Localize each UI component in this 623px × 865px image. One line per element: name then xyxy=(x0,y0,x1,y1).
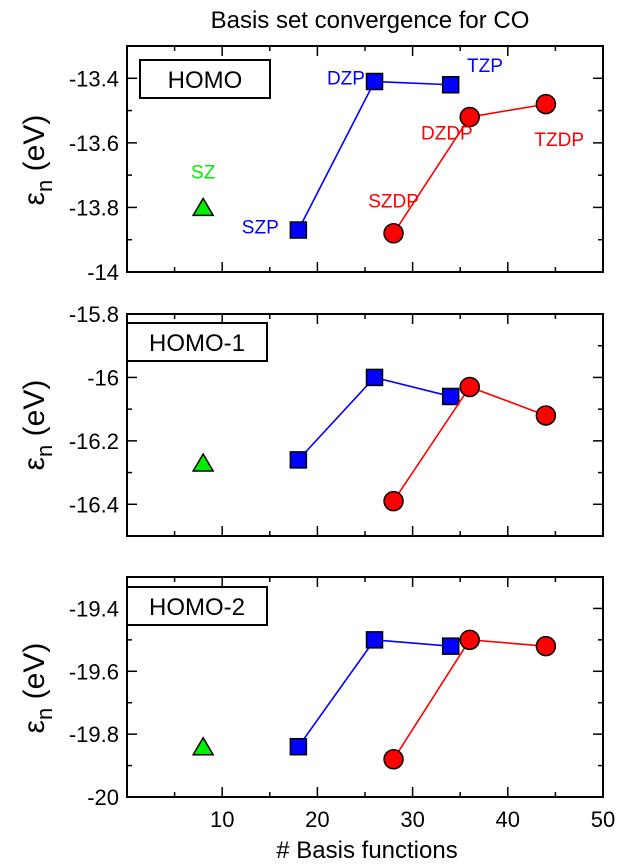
series-sz xyxy=(191,452,215,472)
y-axis-label: εn (eV) xyxy=(18,380,57,471)
x-tick-label: 30 xyxy=(400,807,424,832)
data-point-circle xyxy=(383,749,404,770)
data-point-square xyxy=(441,637,460,655)
data-point-square xyxy=(289,221,308,239)
data-point-square xyxy=(365,72,384,91)
data-point-square xyxy=(441,75,460,94)
y-tick-label: -16.4 xyxy=(69,492,119,517)
y-tick-label: -14 xyxy=(87,260,119,285)
annotation-szdp: SZDP xyxy=(368,191,419,212)
series-line xyxy=(297,639,451,748)
data-point-square xyxy=(289,451,308,469)
series-sz xyxy=(191,196,215,217)
panel-label-box xyxy=(139,59,271,99)
y-tick-label: -19.6 xyxy=(69,659,119,684)
data-point-triangle xyxy=(191,452,215,472)
data-point-circle xyxy=(535,405,557,426)
y-tick-label: -19.4 xyxy=(69,596,119,621)
panels-layer: -13.4 -13.6 -13.8 -14 εn (eV) HOMO SZ SZP DZP TZP… xyxy=(18,45,615,832)
y-axis-label: εn (eV) xyxy=(18,115,57,206)
annotation-szp: SZP xyxy=(242,217,279,238)
y-tick-label: -15.8 xyxy=(69,302,119,327)
panel-label-box xyxy=(126,586,268,626)
annotation-dzp: DZP xyxy=(327,69,365,90)
data-point-circle xyxy=(459,106,480,128)
x-tick-label: 10 xyxy=(210,807,234,832)
series-szp-dzp-tzp xyxy=(289,631,460,756)
series-szdp-dzdp-tzdp xyxy=(383,629,557,770)
data-point-square xyxy=(365,631,384,649)
x-tick-label: 40 xyxy=(496,807,520,832)
series-szdp-dzdp-tzdp xyxy=(383,376,557,512)
x-axis-label: # Basis functions xyxy=(276,837,457,864)
data-point-triangle xyxy=(191,196,215,217)
y-tick-label: -16.2 xyxy=(69,429,119,454)
panel-label: HOMO-2 xyxy=(149,594,245,621)
y-tick-label: -16 xyxy=(87,365,119,390)
x-tick-label: 20 xyxy=(305,807,329,832)
data-point-square xyxy=(289,737,308,756)
y-tick-label: -13.4 xyxy=(69,66,119,91)
y-tick-label: -20 xyxy=(87,785,119,810)
data-point-square xyxy=(365,368,384,387)
series-szdp-dzdp-tzdp xyxy=(383,93,557,244)
data-point-circle xyxy=(535,93,557,115)
series-szp-dzp-tzp xyxy=(289,72,460,239)
data-point-circle xyxy=(459,629,480,651)
x-tick-label: 50 xyxy=(591,807,615,832)
y-axis-label: εn (eV) xyxy=(18,643,57,734)
data-point-square xyxy=(441,387,460,406)
panel-homo-2: -19.4 -19.6 -19.8 -20 εn (eV) HOMO-2 10 20 30 40 5… xyxy=(18,576,615,832)
y-tick-label: -13.6 xyxy=(69,131,119,156)
panel-label: HOMO xyxy=(168,67,243,94)
data-point-circle xyxy=(459,376,480,398)
annotation-dzdp: DZDP xyxy=(421,124,473,145)
annotation-sz: SZ xyxy=(191,162,216,183)
data-point-circle xyxy=(383,490,404,512)
data-point-triangle xyxy=(191,736,215,756)
panel-label: HOMO-1 xyxy=(149,330,245,357)
data-point-circle xyxy=(383,223,404,244)
panel-homo: -13.4 -13.6 -13.8 -14 εn (eV) HOMO SZ SZP DZP TZP… xyxy=(18,45,604,285)
data-point-circle xyxy=(535,635,557,657)
series-sz xyxy=(191,736,215,756)
series-szp-dzp-tzp xyxy=(289,368,460,469)
series-line xyxy=(297,376,451,461)
annotation-tzp: TZP xyxy=(467,56,503,77)
annotation-tzdp: TZDP xyxy=(534,130,584,151)
series-line xyxy=(392,385,547,502)
chart-title: Basis set convergence for CO xyxy=(211,7,530,34)
y-tick-label: -13.8 xyxy=(69,195,119,220)
series-line xyxy=(392,639,546,760)
panel-label-box xyxy=(126,322,268,362)
panel-homo-1: -15.8 -16 -16.2 -16.4 εn (eV) HOMO-1 xyxy=(18,302,604,537)
y-tick-label: -19.8 xyxy=(69,722,119,747)
